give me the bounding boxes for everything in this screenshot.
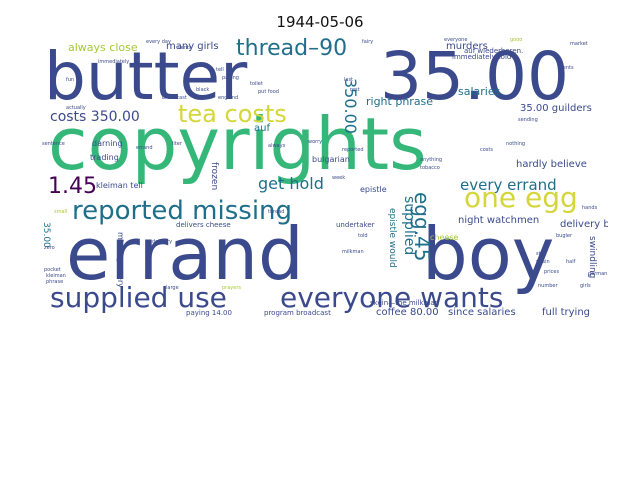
word-every-errand: every errand [460,176,557,194]
word-everyone-wants: everyone wants [280,281,504,314]
word-35: 35.00 [380,38,569,115]
word-tiny: stay [536,251,547,257]
word-tiny: liter [172,141,182,147]
word-missing-every-vertical: missing every [116,232,125,288]
word-tiny: errand [136,145,153,151]
word-tiny: anything [420,157,443,163]
word-tiny: cents [178,45,192,51]
word-tiny: small [54,209,68,215]
word-auf: auf [254,123,270,134]
word-full-trying: full trying [542,307,591,318]
word-tiny: market [570,41,588,47]
word-tiny: large [166,285,179,291]
word-tiny: raisin [536,259,550,265]
word-tiny: paying [222,75,239,81]
word-tiny: broadcast [162,95,187,101]
word-murders: murders [446,41,488,52]
word-epistle-would-vertical: epistle would [387,208,397,268]
word-tiny: actually [66,105,86,111]
word-tiny: worry [308,139,323,145]
word-tiny: zero [44,245,55,251]
word-tiny: girls [580,283,591,289]
word-supplied-use: supplied use [50,281,227,314]
word-reported-missing: reported missing [72,196,293,226]
word-tiny: black [196,87,210,93]
word-tiny: german [588,271,608,277]
word-tiny: tell [216,67,224,73]
word-coffee-80: coffee 80.00 [376,307,439,318]
word-supplied-vertical: supplied [401,196,417,256]
word-tiny: milkman [342,249,364,255]
word-bulgarian: bulgarian [312,155,350,164]
word-tiny: told [358,233,368,239]
word-one-egg: one egg [464,181,578,214]
word-costs-350: costs 350.00 [50,109,140,125]
word-tiny: cents [560,65,574,71]
word-tiny: prayers [222,285,241,291]
word-paying: paying 14.00 [186,309,232,317]
word-thread90: thread–90 [236,38,348,61]
word-tiny: reported [342,147,364,153]
word-tiny: hands [582,205,598,211]
word-right-phrase: right phrase [366,95,434,108]
word-hardly-believe: hardly believe [516,159,587,170]
word-tiny: fairy [362,39,374,45]
word-tiny: every day [146,39,171,45]
word-cloud: butter 35.00 copyrights errand boy suppl… [40,38,608,322]
word-tiny: delivery [152,239,173,245]
word-tiny: kleiman [46,273,66,279]
word-kleiman-tell: kleiman tell [96,181,143,190]
word-many-girls: many girls [166,41,219,52]
word-tiny: rest [350,87,360,93]
word-tiny: last [344,77,354,83]
word-tiny: fun [66,77,75,83]
word-butter: butter [44,38,248,115]
word-tiny: nothing [506,141,526,147]
word-boy: boy [422,212,555,296]
word-tiny: prices [544,269,560,275]
word-tiny: sending [518,117,538,123]
word-tiny: immediately [98,59,130,65]
word-tiny: toilet [250,81,263,87]
word-delivery-boy: delivery boy [560,219,608,230]
word-tiny: put food [258,89,279,95]
word-frozen-vertical: frozen [209,162,219,191]
word-tiny: england [218,95,239,101]
word-35-vertical-small: 35.00 [41,222,51,248]
word-always-close: always close [68,41,138,54]
word-tiny: sentence [42,141,65,147]
word-copyrights: copyrights [48,102,427,186]
word-tiny: phrase [46,279,64,285]
word-tiny: pocket [44,267,61,273]
word-program-broadcast: program broadcast [264,309,331,317]
word-immediately-told: immediately told [452,53,512,61]
word-tiny: thread [268,209,285,215]
word-salaries: salaries [458,85,501,98]
figure-title: 1944-05-06 [276,13,364,31]
word-tiny: good [510,38,523,43]
word-tiny: bugler [556,233,573,239]
word-tea-costs: tea costs [178,100,287,128]
word-skein: skein—the milkman [370,299,440,307]
word-undertaker: undertaker [336,221,375,229]
word-delivers-cheese: delivers cheese [176,221,231,229]
word-darning: darning [92,139,123,148]
word-1-45: 1.45 [48,174,97,199]
word-tiny: week [332,175,346,181]
word-tiny: costs [480,147,493,153]
word-wiederhoren: auf wiederhoren. [464,47,524,55]
word-since-salaries: since salaries [448,307,516,318]
word-tiny: tobacco [420,165,440,171]
word-epistle: epistle [360,185,387,194]
word-trading: trading [90,153,119,162]
word-cheese: cheese [430,233,459,242]
word-get-hold: get hold [258,174,324,193]
word-tiny: number [538,283,558,289]
word-tiny: everyone [444,38,468,43]
word-night-watchmen: night watchmen [458,215,540,226]
word-tiny: always [268,143,286,149]
word-35-guilders: 35.00 guilders [520,103,592,114]
word-errand: errand [66,212,304,296]
word-tiny: half [566,259,576,265]
